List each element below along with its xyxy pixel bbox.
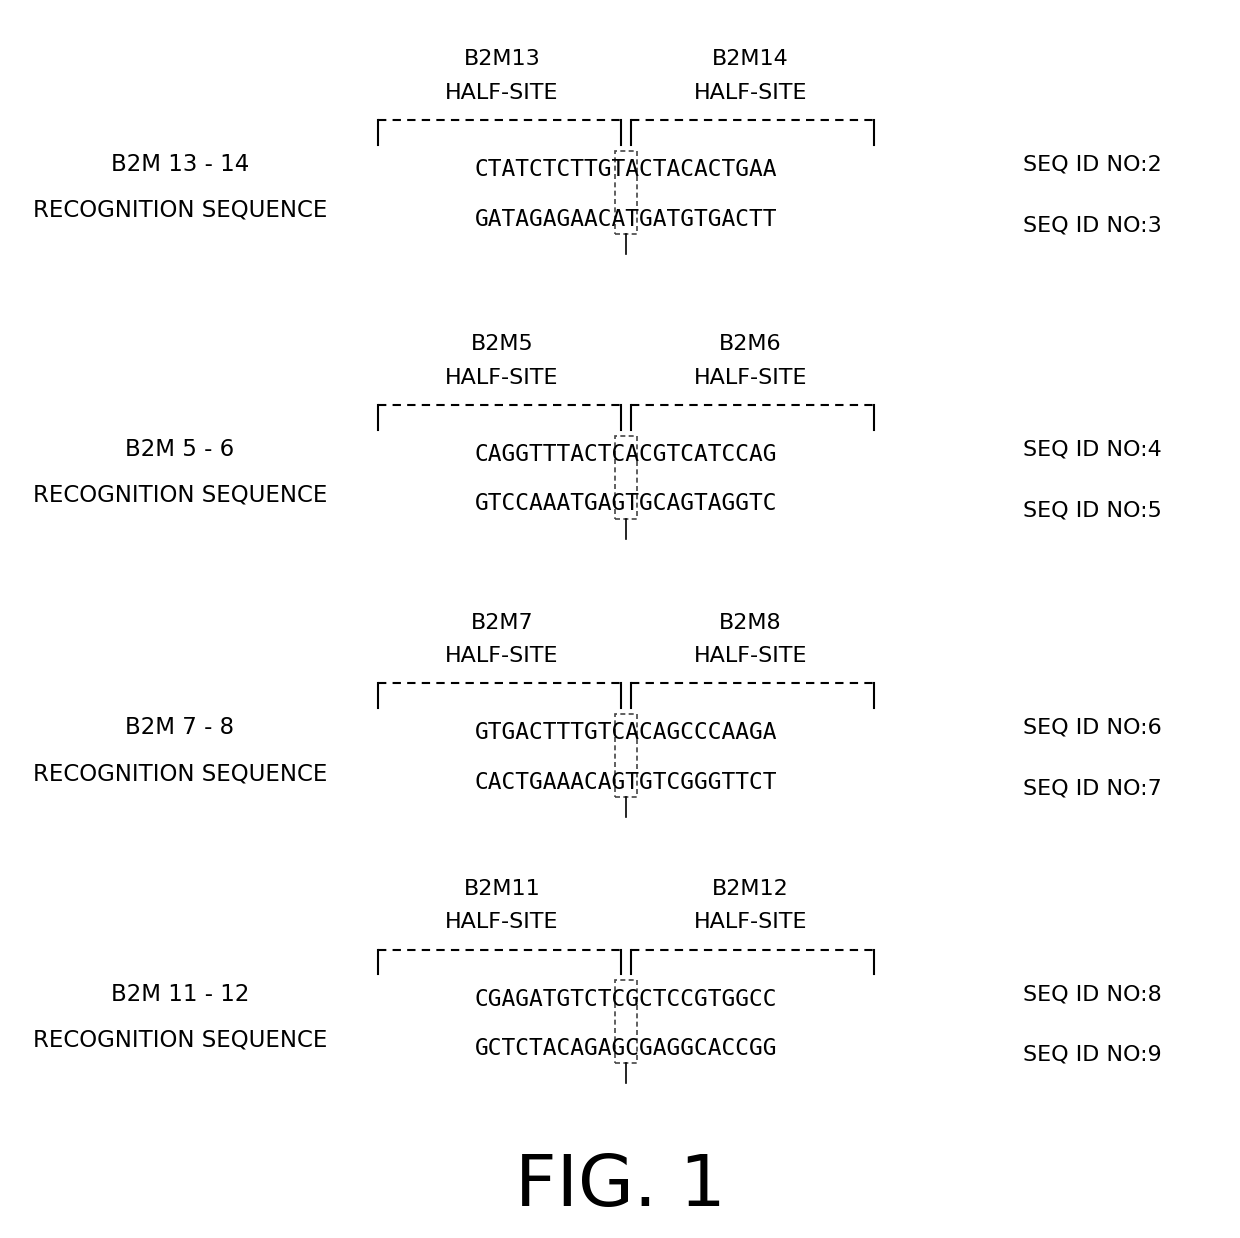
Text: GTCCAAATGAGTGCAGTAGGTC: GTCCAAATGAGTGCAGTAGGTC bbox=[475, 493, 777, 515]
Text: HALF-SITE: HALF-SITE bbox=[445, 83, 559, 103]
Text: HALF-SITE: HALF-SITE bbox=[693, 83, 807, 103]
Text: SEQ ID NO:2: SEQ ID NO:2 bbox=[1023, 155, 1162, 175]
Text: HALF-SITE: HALF-SITE bbox=[445, 368, 559, 387]
Text: B2M 7 - 8: B2M 7 - 8 bbox=[125, 717, 234, 739]
Text: CTATCTCTTGTACTACACTGAA: CTATCTCTTGTACTACACTGAA bbox=[475, 158, 777, 181]
Text: RECOGNITION SEQUENCE: RECOGNITION SEQUENCE bbox=[32, 763, 327, 785]
Text: B2M5: B2M5 bbox=[471, 334, 533, 354]
Text: RECOGNITION SEQUENCE: RECOGNITION SEQUENCE bbox=[32, 199, 327, 222]
Text: HALF-SITE: HALF-SITE bbox=[693, 646, 807, 666]
Text: SEQ ID NO:9: SEQ ID NO:9 bbox=[1023, 1045, 1162, 1065]
Text: B2M14: B2M14 bbox=[712, 50, 789, 69]
Text: SEQ ID NO:8: SEQ ID NO:8 bbox=[1023, 984, 1162, 1004]
Text: CGAGATGTCTCGCTCCGTGGCC: CGAGATGTCTCGCTCCGTGGCC bbox=[475, 988, 777, 1010]
Text: GATAGAGAACATGATGTGACTT: GATAGAGAACATGATGTGACTT bbox=[475, 208, 777, 230]
Text: RECOGNITION SEQUENCE: RECOGNITION SEQUENCE bbox=[32, 484, 327, 506]
Text: GTGACTTTGTCACAGCCCAAGA: GTGACTTTGTCACAGCCCAAGA bbox=[475, 722, 777, 744]
Text: SEQ ID NO:5: SEQ ID NO:5 bbox=[1023, 500, 1162, 520]
Text: SEQ ID NO:6: SEQ ID NO:6 bbox=[1023, 718, 1162, 738]
Text: B2M13: B2M13 bbox=[464, 50, 541, 69]
Text: B2M 11 - 12: B2M 11 - 12 bbox=[110, 983, 249, 1005]
Text: FIG. 1: FIG. 1 bbox=[515, 1151, 725, 1221]
Text: HALF-SITE: HALF-SITE bbox=[445, 646, 559, 666]
Text: B2M6: B2M6 bbox=[719, 334, 781, 354]
Text: SEQ ID NO:4: SEQ ID NO:4 bbox=[1023, 439, 1162, 459]
Text: RECOGNITION SEQUENCE: RECOGNITION SEQUENCE bbox=[32, 1029, 327, 1051]
Text: HALF-SITE: HALF-SITE bbox=[693, 912, 807, 932]
Text: GCTCTACAGAGCGAGGCACCGG: GCTCTACAGAGCGAGGCACCGG bbox=[475, 1037, 777, 1060]
Text: SEQ ID NO:7: SEQ ID NO:7 bbox=[1023, 779, 1162, 799]
Text: B2M 5 - 6: B2M 5 - 6 bbox=[125, 438, 234, 461]
Text: HALF-SITE: HALF-SITE bbox=[445, 912, 559, 932]
Text: CAGGTTTACTCACGTCATCCAG: CAGGTTTACTCACGTCATCCAG bbox=[475, 443, 777, 465]
Text: B2M12: B2M12 bbox=[712, 879, 789, 899]
Text: B2M 13 - 14: B2M 13 - 14 bbox=[110, 154, 249, 176]
Text: SEQ ID NO:3: SEQ ID NO:3 bbox=[1023, 215, 1162, 235]
Text: B2M8: B2M8 bbox=[719, 613, 781, 633]
Text: B2M11: B2M11 bbox=[464, 879, 541, 899]
Text: B2M7: B2M7 bbox=[471, 613, 533, 633]
Text: HALF-SITE: HALF-SITE bbox=[693, 368, 807, 387]
Text: CACTGAAACAGTGTCGGGTTCT: CACTGAAACAGTGTCGGGTTCT bbox=[475, 771, 777, 794]
